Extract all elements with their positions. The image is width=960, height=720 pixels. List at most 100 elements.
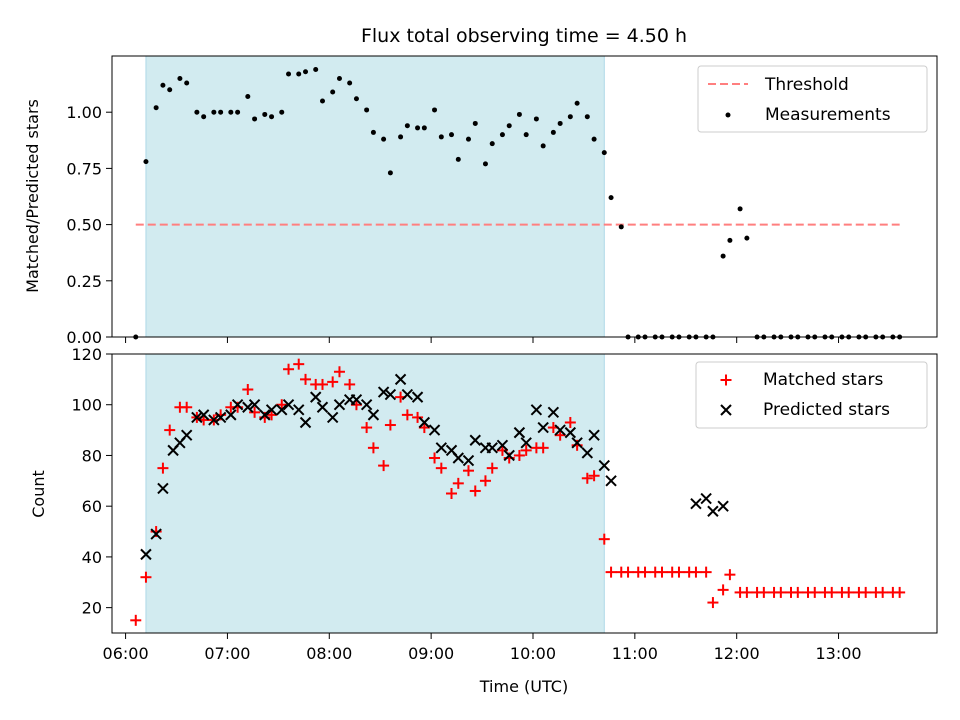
measurement-point (177, 75, 183, 81)
measurement-point (744, 235, 750, 241)
measurement-point (574, 100, 580, 106)
matched-legend-marker (720, 374, 732, 386)
measurement-point (415, 125, 421, 131)
measurement-point (153, 105, 159, 111)
x-tick-label: 09:00 (408, 644, 454, 663)
count-panel: 20 40 60 80 100 120 06:00 07:00 08:00 09:00 10:00… (29, 345, 938, 696)
predicted-point (486, 442, 498, 454)
predicted-point (598, 459, 610, 472)
predicted-legend-marker (720, 404, 732, 416)
measurement-point (381, 136, 387, 142)
predicted-point (191, 411, 203, 424)
predicted-point (259, 409, 271, 421)
matched-point (140, 571, 152, 583)
matched-point (429, 452, 441, 464)
x-tick-label: 10:00 (510, 644, 556, 663)
measurement-point (353, 96, 359, 102)
measurement-point (506, 123, 512, 129)
matched-point (717, 584, 729, 596)
x-tick-label: 12:00 (714, 644, 760, 663)
matched-point (775, 586, 787, 598)
predicted-point (571, 437, 583, 449)
predicted-point (377, 386, 390, 398)
matched-point (537, 442, 549, 454)
matched-point (327, 376, 339, 388)
measurement-point (252, 116, 258, 122)
matched-point (520, 444, 532, 456)
matched-point (622, 566, 634, 578)
measurement-point (404, 123, 410, 129)
measurement-point (540, 143, 546, 149)
predicted-point (700, 492, 712, 505)
matched-point (378, 460, 390, 472)
x-tick-label: 07:00 (204, 644, 250, 663)
predicted-legend-swatch (720, 404, 732, 416)
matched-point (707, 597, 719, 609)
measurement-point (160, 82, 166, 88)
matched-legend-label: Matched stars (763, 370, 883, 390)
measurement-point (286, 71, 292, 77)
measurement-point (347, 80, 353, 86)
matched-point (316, 378, 328, 390)
measurement-point (591, 136, 597, 142)
matched-point (283, 363, 295, 375)
measurement-point (211, 109, 217, 115)
matched-point (452, 477, 464, 489)
predicted-point (554, 424, 566, 436)
x-tick-label: 13:00 (815, 644, 861, 663)
matched-point (843, 586, 855, 598)
ratio-ytick-label: 0.50 (66, 216, 102, 235)
measurement-point (523, 132, 529, 138)
predicted-point (248, 399, 261, 411)
predicted-point (537, 421, 549, 434)
count-panel-frame (111, 353, 938, 634)
predicted-point (231, 399, 244, 411)
measurement-point (245, 93, 251, 99)
measurement-point (499, 132, 505, 138)
predicted-point (513, 426, 526, 439)
predicted-point (428, 424, 441, 436)
measurement-point (364, 107, 370, 113)
measurement-point (618, 224, 624, 230)
matched-point (690, 566, 702, 578)
count-panel-ylabel: Count (29, 470, 48, 518)
matched-point (894, 586, 906, 598)
ratio-panel-frame (111, 55, 938, 338)
count-ytick-label: 60 (82, 497, 102, 516)
ratio-legend: Threshold Measurements (697, 65, 928, 133)
measurement-point (737, 206, 743, 212)
matched-point (367, 442, 379, 454)
predicted-point (469, 434, 481, 446)
predicted-point (520, 437, 532, 449)
measurement-point (330, 89, 336, 95)
predicted-point (360, 399, 373, 411)
measurement-point (516, 111, 522, 117)
matched-point (486, 462, 498, 474)
predicted-point (293, 404, 305, 416)
count-ytick-label: 100 (71, 396, 102, 415)
predicted-point (150, 528, 162, 540)
predicted-point (225, 409, 237, 421)
predicted-point (690, 497, 702, 510)
measurement-point (279, 109, 285, 115)
matched-point (300, 373, 312, 385)
predicted-point (242, 401, 254, 413)
predicted-point (547, 406, 560, 419)
measurement-point (608, 195, 614, 201)
count-ytick-label: 20 (82, 599, 102, 618)
matched-point (564, 416, 576, 428)
x-axis-label: Time (UTC) (479, 677, 568, 696)
matched-point (164, 424, 176, 436)
matched-point (462, 465, 474, 477)
measurement-point (228, 109, 234, 115)
ratio-ytick-label: 0.75 (66, 159, 102, 178)
matched-point (479, 475, 491, 487)
predicted-point (411, 391, 424, 403)
matched-point (130, 614, 142, 626)
threshold-legend-label: Threshold (764, 75, 849, 95)
predicted-point (564, 426, 577, 439)
matched-point (344, 378, 356, 390)
measurement-point (269, 114, 275, 120)
measurement-point (201, 114, 207, 120)
matched-point (741, 586, 753, 598)
